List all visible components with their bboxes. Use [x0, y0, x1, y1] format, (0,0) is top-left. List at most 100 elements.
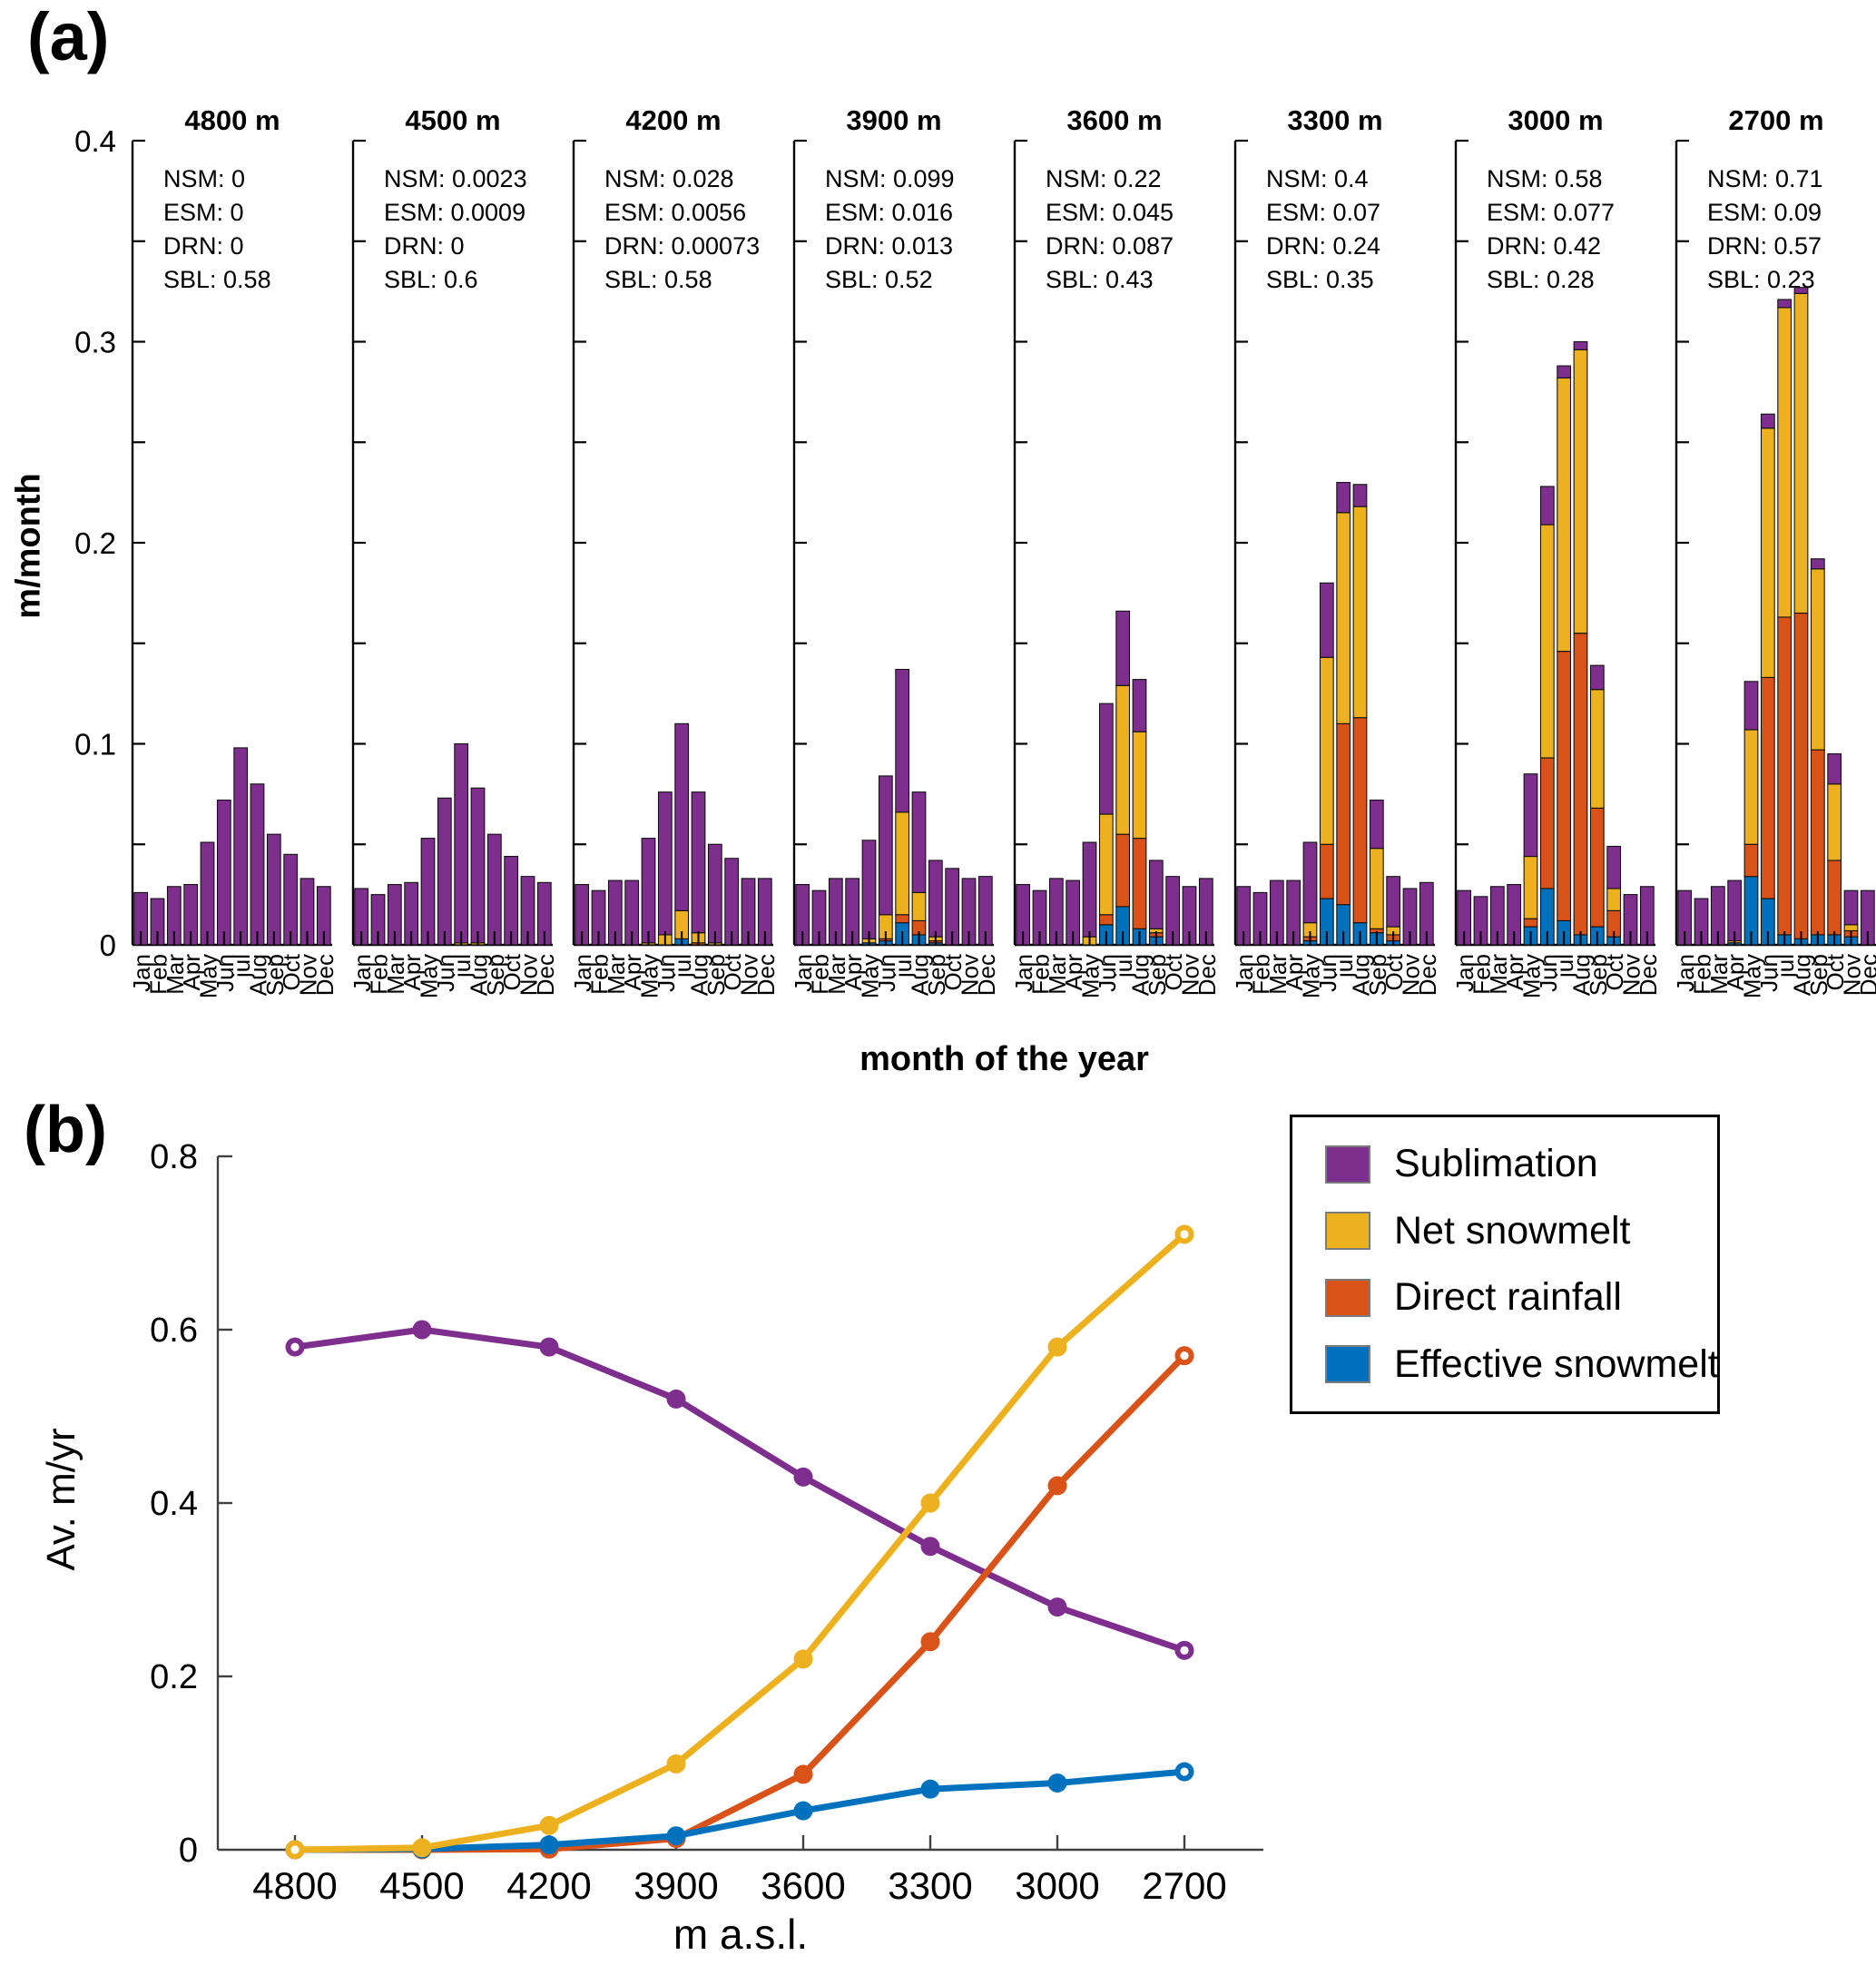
month-tick-label: Sep — [702, 954, 730, 996]
bar-segment-sublimation — [1827, 753, 1842, 785]
bar-segment-direct_rainfall — [1827, 860, 1842, 936]
month-tick-label: Feb — [1468, 954, 1496, 995]
month-tick-label: Sep — [1585, 954, 1612, 996]
month-tick-label: Mar — [603, 954, 630, 995]
month-tick-label: Oct — [1601, 953, 1628, 990]
bar-segment-direct_rainfall — [1319, 843, 1334, 899]
bar-segment-sublimation — [1777, 299, 1793, 309]
y-tick-label: 0 — [100, 929, 116, 962]
bar-segment-sublimation — [1557, 365, 1572, 378]
panel-b-x-axis-title: m a.s.l. — [673, 1911, 809, 1958]
month-tick-label: Aug — [245, 954, 272, 996]
annotation-line: NSM: 0.4 — [1266, 165, 1369, 192]
month-tick-label: Sep — [1144, 954, 1171, 996]
annotation-line: ESM: 0.09 — [1707, 199, 1822, 226]
month-tick-label: Mar — [1264, 954, 1292, 995]
data-point-marker — [793, 1764, 813, 1784]
bar-segment-sublimation — [1115, 610, 1131, 686]
month-tick-label: Jun — [1755, 954, 1783, 992]
month-tick-label: Jan — [349, 954, 376, 992]
legend-item: Effective snowmelt — [1325, 1341, 1719, 1386]
panel-a-label: (a) — [27, 0, 110, 74]
month-tick-label: Oct — [939, 953, 967, 990]
month-tick-label: Dec — [1414, 954, 1441, 996]
bar-segment-net_snowmelt — [1777, 307, 1793, 618]
x-tick-label: 3300 — [888, 1864, 972, 1907]
bar-segment-net_snowmelt — [1115, 684, 1131, 835]
bar-segment-sublimation — [691, 791, 706, 934]
bar-segment-sublimation — [1319, 582, 1334, 658]
bar-segment-direct_rainfall — [1743, 843, 1759, 878]
legend-swatch-net-snowmelt — [1325, 1212, 1370, 1251]
month-tick-label: Jan — [1672, 954, 1699, 992]
bar-segment-sublimation — [1148, 860, 1164, 929]
marker-open-center — [1180, 1351, 1189, 1361]
bar-segment-sublimation — [1843, 889, 1859, 926]
subplot-title: 4200 m — [625, 104, 721, 136]
legend-label: Effective snowmelt — [1394, 1341, 1719, 1386]
bar-segment-net_snowmelt — [1539, 524, 1555, 759]
bar-segment-net_snowmelt — [1793, 292, 1809, 614]
legend-swatch-direct-rainfall — [1325, 1278, 1370, 1317]
annotation-line: DRN: 0 — [384, 232, 465, 260]
annotation-line: SBL: 0.58 — [163, 266, 271, 293]
x-tick-label: 2700 — [1142, 1864, 1226, 1907]
bar-segment-net_snowmelt — [1760, 427, 1775, 678]
bar-segment-sublimation — [420, 838, 436, 946]
month-tick-label: jul — [1772, 954, 1799, 978]
month-tick-label: jul — [889, 954, 917, 978]
bar-segment-direct_rainfall — [1539, 757, 1555, 889]
panel-b-plot: 0 0.2 0.4 0.6 0.8 4800 4500 4200 3900 3600 3300 300… — [150, 1138, 1263, 1907]
bar-segment-net_snowmelt — [1132, 731, 1147, 840]
bar-segment-net_snowmelt — [1573, 349, 1588, 634]
month-tick-label: Jan — [1231, 954, 1258, 992]
bar-segment-net_snowmelt — [1827, 783, 1842, 861]
month-tick-label: May — [1739, 954, 1766, 998]
month-tick-label: Feb — [366, 954, 393, 995]
annotation-line: SBL: 0.43 — [1046, 266, 1154, 293]
bar-segment-net_snowmelt — [1523, 855, 1538, 919]
bar-segment-sublimation — [674, 722, 690, 911]
legend-label: Net snowmelt — [1394, 1208, 1631, 1253]
bar-segment-sublimation — [1793, 287, 1809, 294]
annotation-line: NSM: 0.22 — [1046, 165, 1162, 192]
annotation-line: ESM: 0.07 — [1266, 199, 1380, 226]
bar-segment-direct_rainfall — [895, 914, 910, 924]
subplot-4800-m: 0 0.1 0.2 0.3 0.4 4800 m NSM: 0 ESM: 0 DRN: 0 SBL… — [74, 104, 339, 998]
subplot-3300-m: 3300 m NSM: 0.4 ESM: 0.07 DRN: 0.24 SBL: 0.3… — [1231, 104, 1441, 998]
series-line — [291, 1326, 1188, 1654]
bar-segment-sublimation — [233, 747, 249, 946]
annotation-line: ESM: 0.0056 — [604, 199, 746, 226]
month-tick-label: Jan — [1451, 954, 1478, 992]
annotation-line: DRN: 0.013 — [825, 232, 953, 260]
bar-segment-sublimation — [454, 742, 469, 944]
month-tick-label: Dec — [973, 954, 1000, 996]
bar-segment-sublimation — [1743, 681, 1759, 731]
month-tick-label: Feb — [145, 954, 172, 995]
month-tick-label: Feb — [1689, 954, 1716, 995]
bar-segment-sublimation — [911, 791, 927, 893]
subplot-3600-m: 3600 m NSM: 0.22 ESM: 0.045 DRN: 0.087 SBL: … — [1010, 104, 1221, 998]
month-tick-label: jul — [448, 954, 476, 978]
legend-item: Direct rainfall — [1325, 1278, 1717, 1317]
data-point-marker — [666, 1389, 686, 1409]
annotation-line: DRN: 0 — [163, 232, 244, 260]
month-tick-label: Sep — [1805, 954, 1832, 996]
bar-segment-direct_rainfall — [1352, 717, 1368, 924]
month-tick-label: Jun — [1535, 954, 1562, 992]
data-point-marker — [793, 1649, 813, 1669]
bar-segment-sublimation — [1573, 340, 1588, 350]
month-tick-label: Dec — [1855, 954, 1876, 996]
data-point-marker — [666, 1826, 686, 1846]
annotation-line: SBL: 0.58 — [604, 266, 712, 293]
month-tick-label: Jan — [128, 954, 155, 992]
bar-segment-sublimation — [1369, 799, 1384, 850]
month-tick-label: jul — [1551, 954, 1578, 978]
annotation-line: NSM: 0.58 — [1487, 165, 1603, 192]
bar-segment-sublimation — [1098, 703, 1114, 815]
bar-segment-sublimation — [878, 775, 893, 916]
bar-segment-net_snowmelt — [1743, 729, 1759, 845]
data-point-marker — [412, 1320, 432, 1340]
bar-segment-sublimation — [641, 838, 656, 944]
